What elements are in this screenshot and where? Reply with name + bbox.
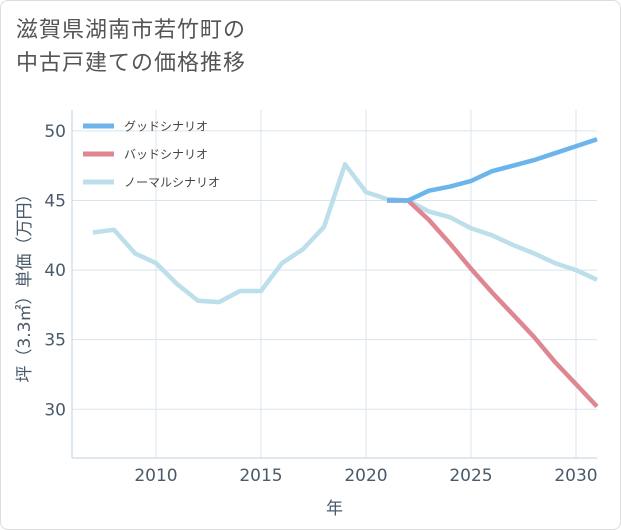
- chart-title-line-1: 滋賀県湖南市若竹町の: [16, 18, 247, 43]
- x-tick-label: 2010: [134, 466, 177, 486]
- x-axis-title: 年: [326, 499, 343, 519]
- y-tick-label: 35: [44, 331, 66, 351]
- x-tick-label: 2020: [344, 466, 387, 486]
- y-axis-ticks: 30 35 40 45 50: [44, 122, 66, 420]
- y-tick-label: 40: [44, 261, 66, 281]
- series-line-1: [387, 137, 598, 203]
- series-line-3: [92, 162, 598, 305]
- legend-label: バッドシナリオ: [124, 148, 208, 162]
- y-tick-label: 45: [44, 191, 66, 211]
- series-line-2: [387, 198, 599, 409]
- y-axis-title: 坪（3.3㎡）単価（万円）: [15, 185, 35, 382]
- chart-grid: [72, 110, 597, 458]
- x-tick-label: 2025: [449, 466, 492, 486]
- series-layer: [92, 137, 599, 409]
- x-tick-label: 2015: [239, 466, 282, 486]
- chart-title-line-2: 中古戸建ての価格推移: [16, 51, 247, 76]
- legend-label: ノーマルシナリオ: [124, 176, 220, 190]
- x-tick-label: 2030: [554, 466, 597, 486]
- y-tick-label: 50: [44, 122, 66, 142]
- legend-label: グッドシナリオ: [124, 120, 208, 134]
- x-axis-ticks: 2010 2015 2020 2025 2030: [134, 466, 597, 486]
- plot-frame: [71, 110, 597, 459]
- y-tick-label: 30: [44, 400, 66, 420]
- chart-title: 滋賀県湖南市若竹町の 中古戸建ての価格推移: [16, 14, 246, 80]
